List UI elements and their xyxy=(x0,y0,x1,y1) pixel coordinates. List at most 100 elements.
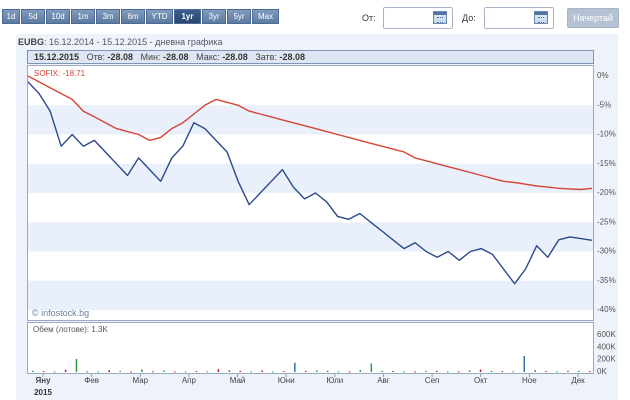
volume-bar xyxy=(316,370,318,372)
period-button-3m[interactable]: 3m xyxy=(96,9,120,24)
volume-bar xyxy=(239,370,241,372)
period-button-1d[interactable]: 1d xyxy=(2,9,20,24)
volume-bar xyxy=(403,371,405,373)
x-tick-label: Фев xyxy=(84,376,99,385)
x-axis: Яну Фев Мар Апр Май Юни Юли Авг Сеп Окт Ное Дек 2015 xyxy=(34,374,585,397)
volume-bar xyxy=(228,370,231,372)
ohlc-info-bar: 15.12.2015 Отв: -28.08 Мин: -28.08 Макс:… xyxy=(27,50,594,64)
close-value: -28.08 xyxy=(279,52,306,62)
volume-bar xyxy=(337,371,340,373)
volume-label: Обем (лотове): 1.3K xyxy=(33,325,108,334)
y-tick-label: -15% xyxy=(597,159,616,168)
ticker-symbol: EUBG xyxy=(18,37,45,47)
chart-title: EUBG: 16.12.2014 - 15.12.2015 - дневна г… xyxy=(18,37,222,47)
volume-bar xyxy=(348,371,351,373)
volume-bar xyxy=(501,371,504,373)
volume-bar xyxy=(108,370,110,372)
volume-tick-label: 0K xyxy=(597,367,607,376)
close-label: Затв: xyxy=(255,52,277,62)
period-button-10d[interactable]: 10d xyxy=(46,9,70,24)
grid-band xyxy=(28,105,593,135)
volume-bar xyxy=(414,371,416,373)
y-tick-label: -25% xyxy=(597,217,616,226)
volume-bar xyxy=(97,371,99,373)
volume-bar xyxy=(326,370,329,372)
x-tick-label: Май xyxy=(230,376,246,385)
volume-bar xyxy=(457,371,460,373)
period-button-5d[interactable]: 5d xyxy=(21,9,45,24)
volume-bar xyxy=(447,371,449,373)
volume-bar xyxy=(32,370,34,372)
volume-bar xyxy=(42,371,45,373)
max-value: -28.08 xyxy=(222,52,248,62)
volume-bar xyxy=(174,371,176,373)
x-tick-label: Сеп xyxy=(425,376,440,385)
max-label: Макс: xyxy=(196,52,220,62)
volume-bar xyxy=(534,370,536,372)
volume-chart[interactable]: Обем (лотове): 1.3K xyxy=(27,322,594,374)
volume-bar xyxy=(512,371,514,373)
volume-bar xyxy=(217,369,220,372)
draw-button[interactable]: Начертай xyxy=(567,8,619,28)
period-button-ytd[interactable]: YTD xyxy=(146,9,173,24)
volume-bar xyxy=(75,359,78,372)
period-button-1m[interactable]: 1m xyxy=(71,9,95,24)
volume-bar xyxy=(163,370,165,372)
x-tick-label: Юли xyxy=(326,376,343,385)
open-label: Отв: xyxy=(86,52,105,62)
y-tick-label: -20% xyxy=(597,188,616,197)
toolbar: 1d 5d 10d 1m 3m 6m YTD 1yr 3yr 5yr Max От: До: Нач… xyxy=(0,0,630,34)
series-line-eubg xyxy=(27,81,593,285)
volume-bar xyxy=(283,371,285,373)
calendar-icon[interactable] xyxy=(534,11,548,24)
volume-bar xyxy=(272,371,274,373)
volume-tick-label: 400K xyxy=(597,342,616,351)
volume-bar xyxy=(53,371,56,373)
price-chart[interactable]: SOFIX: -18.71 © infostock.bg xyxy=(27,65,594,321)
y-tick-label: -30% xyxy=(597,247,616,256)
volume-bar xyxy=(86,371,89,373)
period-button-1yr[interactable]: 1yr xyxy=(174,9,201,24)
y-tick-label: -5% xyxy=(597,100,611,109)
grid-band xyxy=(28,222,593,252)
volume-bar xyxy=(545,371,547,373)
chart-range-text: : 16.12.2014 - 15.12.2015 - дневна графи… xyxy=(44,37,223,47)
volume-bar xyxy=(523,356,525,372)
period-button-5yr[interactable]: 5yr xyxy=(227,9,251,24)
y-tick-label: -35% xyxy=(597,276,616,285)
period-button-max[interactable]: Max xyxy=(252,9,279,24)
volume-bar xyxy=(195,371,198,373)
watermark: © infostock.bg xyxy=(32,308,89,318)
grid-band xyxy=(28,134,593,164)
min-label: Мин: xyxy=(140,52,161,62)
volume-bar xyxy=(392,370,394,372)
x-tick-label: Юни xyxy=(278,376,295,385)
x-tick-label: Мар xyxy=(132,376,148,385)
min-value: -28.08 xyxy=(163,52,189,62)
volume-bar xyxy=(425,371,427,373)
volume-chart-svg: Обем (лотове): 1.3K xyxy=(32,325,591,373)
volume-bar xyxy=(294,362,296,373)
x-tick-label: Окт xyxy=(474,376,488,385)
y-tick-label: -40% xyxy=(597,305,616,314)
volume-bar xyxy=(567,370,569,372)
grid-band xyxy=(28,251,593,281)
sofix-legend: SOFIX: -18.71 xyxy=(34,69,86,78)
volume-y-axis: 600K 400K 200K 0K xyxy=(597,330,616,376)
volume-bar xyxy=(589,371,591,373)
y-tick-label: -10% xyxy=(597,130,616,139)
grid-band xyxy=(28,193,593,223)
period-button-3yr[interactable]: 3yr xyxy=(202,9,226,24)
grid-band xyxy=(28,163,593,193)
volume-bar xyxy=(130,371,132,373)
volume-bar xyxy=(119,370,121,372)
volume-bar xyxy=(359,370,362,372)
volume-bar xyxy=(305,370,307,372)
to-label: До: xyxy=(462,13,476,23)
volume-bar xyxy=(490,370,493,372)
y-axis: 0% -5% -10% -15% -20% -25% -30% -35% -40% xyxy=(597,71,616,314)
volume-bar xyxy=(261,370,263,372)
period-button-6m[interactable]: 6m xyxy=(121,9,145,24)
volume-bar xyxy=(556,371,558,373)
calendar-icon[interactable] xyxy=(433,11,447,24)
